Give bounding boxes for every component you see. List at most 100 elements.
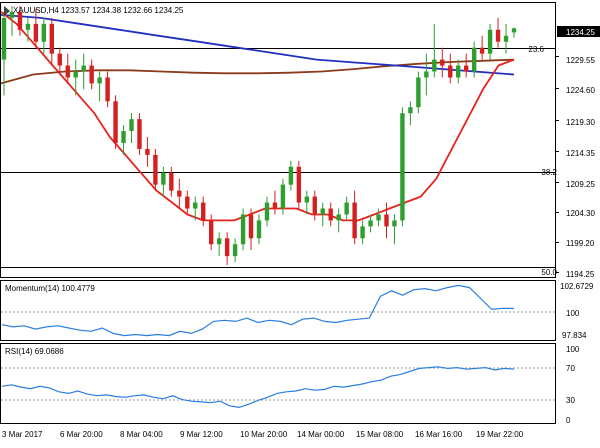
candle-bear	[272, 202, 278, 209]
candle-bull	[471, 47, 477, 72]
candle-bull	[320, 208, 325, 215]
candle-bull	[503, 35, 509, 42]
ma-slow-line	[0, 58, 515, 85]
time-tick: 15 Mar 08:00	[356, 430, 404, 439]
symbol-header: XAUUSD,H4 1233.57 1234.38 1232.66 1234.2…	[4, 6, 184, 16]
candle-bear	[185, 196, 190, 209]
price-tick: 1219.30	[566, 118, 595, 127]
time-tick: 3 Mar 2017	[2, 430, 43, 439]
candle-bull	[304, 196, 310, 203]
momentum-panel[interactable]: Momentum(14) 100.4779	[0, 280, 556, 341]
candle-bull	[280, 184, 286, 209]
candle-bull	[97, 77, 102, 84]
candle-bull	[193, 202, 198, 209]
candle-bear	[177, 190, 182, 197]
ma-fast-line	[0, 11, 515, 222]
fibo-label-38: 38.2	[541, 168, 557, 177]
candle-bear	[224, 238, 230, 257]
candle-bull	[424, 71, 429, 78]
symbol-header-text: XAUUSD,H4 1233.57 1234.38 1232.66 1234.2…	[13, 6, 184, 15]
candle-bull	[1, 17, 7, 60]
time-tick: 10 Mar 20:00	[240, 430, 288, 439]
candle-bull	[121, 131, 126, 143]
time-tick: 9 Mar 12:00	[180, 430, 223, 439]
candle-bear	[384, 214, 389, 227]
price-axis: 1229.55 1224.60 1219.30 1214.35 1209.25 …	[555, 26, 600, 279]
candle-bull	[264, 202, 270, 221]
current-price-tag	[557, 26, 600, 37]
candle-bull	[344, 202, 349, 215]
candle-bear	[479, 47, 485, 54]
candle-bear	[153, 154, 158, 185]
fibo-label-23: 23.6	[528, 45, 544, 54]
candle-bull	[256, 220, 262, 239]
main-panel[interactable]: XAUUSD,H4 1233.57 1234.38 1232.66 1234.2…	[0, 2, 558, 278]
candle-bear	[208, 220, 214, 245]
rsi-tick: 0	[566, 416, 571, 425]
momentum-tick: 97.834	[562, 331, 587, 340]
candle-bear	[463, 65, 469, 72]
time-tick: 14 Mar 00:00	[297, 430, 345, 439]
rsi-tick: 70	[566, 364, 575, 373]
candle-bull	[81, 65, 86, 72]
candle-bear	[201, 202, 206, 221]
candle-bull	[25, 23, 31, 30]
moving-averages	[0, 11, 515, 222]
candle-bear	[248, 214, 254, 239]
rsi-panel[interactable]: RSI(14) 69.0686	[0, 343, 556, 424]
fibo-levels	[1, 48, 555, 268]
candle-bull	[232, 244, 238, 257]
momentum-title: Momentum(14) 100.4779	[5, 284, 95, 293]
candle-bull	[129, 119, 134, 132]
price-tick: 1194.25	[566, 270, 595, 279]
candle-bear	[440, 59, 445, 66]
candle-bull	[487, 29, 493, 54]
momentum-tick: 102.6729	[560, 282, 594, 291]
price-tick: 1199.20	[566, 239, 595, 248]
rsi-tick: 30	[566, 396, 575, 405]
candle-bull	[408, 107, 413, 114]
time-tick: 16 Mar 16:00	[415, 430, 463, 439]
candle-bull	[288, 166, 294, 185]
candle-bear	[17, 11, 23, 30]
rsi-axis: 100 70 30 0	[566, 345, 580, 425]
momentum-axis: 102.6729 100 97.834	[560, 282, 594, 340]
candle-bull	[161, 172, 166, 185]
candle-bull	[432, 59, 437, 72]
candle-bull	[416, 77, 421, 108]
candle-bull	[400, 113, 405, 221]
price-tick: 1209.25	[566, 180, 595, 189]
candle-bull	[368, 220, 373, 227]
price-tick: 1229.55	[566, 56, 595, 65]
candle-bear	[352, 202, 357, 239]
collapse-triangle-icon	[4, 6, 10, 16]
candle-bull	[511, 28, 517, 33]
candle-bull	[41, 23, 47, 42]
candle-bull	[456, 65, 461, 78]
main-panel-frame	[0, 2, 556, 278]
candle-bear	[113, 101, 118, 143]
candle-bear	[137, 119, 142, 149]
rsi-panel-frame	[0, 343, 556, 424]
candle-bear	[105, 77, 110, 102]
candle-bear	[33, 23, 39, 42]
time-tick: 6 Mar 20:00	[60, 430, 103, 439]
time-tick: 8 Mar 04:00	[120, 430, 163, 439]
price-tick: 1224.60	[566, 86, 595, 95]
ma-mid-line	[0, 14, 515, 76]
price-tick: 1214.35	[566, 149, 595, 158]
candle-bull	[73, 71, 78, 78]
momentum-tick: 100	[566, 309, 580, 318]
time-tick: 19 Mar 22:00	[476, 430, 524, 439]
rsi-tick: 100	[566, 345, 580, 354]
candle-bear	[448, 65, 453, 78]
candle-bear	[65, 65, 70, 78]
candle-bull	[216, 238, 222, 245]
candles[interactable]	[1, 5, 517, 266]
candle-bull	[392, 220, 397, 227]
momentum-line	[1, 284, 515, 337]
candle-bull	[240, 214, 246, 245]
candle-bear	[312, 196, 317, 215]
current-price-text: 1234.25	[566, 28, 595, 37]
